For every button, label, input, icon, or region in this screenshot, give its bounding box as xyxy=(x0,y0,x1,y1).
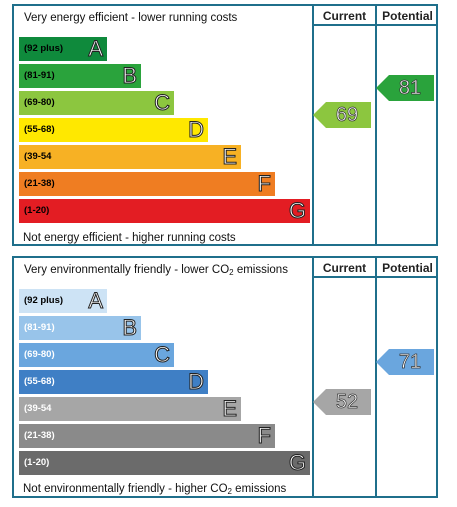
energy-potential-value: 81 xyxy=(398,77,422,100)
band-letter: C xyxy=(154,90,171,116)
band-range: (92 plus) xyxy=(24,295,64,306)
band-letter: B xyxy=(122,63,138,89)
env-band-b: (81-91) B xyxy=(19,315,141,341)
energy-current-indicator: 69 xyxy=(313,102,373,128)
env-band-d: (55-68) D xyxy=(19,369,208,395)
energy-bottom-label: Not energy efficient - higher running co… xyxy=(23,232,236,244)
env-top-label-tail: emissions xyxy=(233,264,288,276)
band-letter: F xyxy=(257,423,271,449)
band-letter: E xyxy=(222,144,238,170)
band-range: (39-54 xyxy=(24,151,52,162)
band-range: (92 plus) xyxy=(24,43,64,54)
band-range: (21-38) xyxy=(24,430,55,441)
energy-potential-header: Potential xyxy=(382,9,433,23)
energy-current-header: Current xyxy=(322,9,367,23)
potential-arrow-shape xyxy=(376,349,434,375)
env-bottom-label-tail: emissions xyxy=(231,483,287,495)
band-range: (81-91) xyxy=(24,322,55,333)
energy-band-c: (69-80) C xyxy=(19,90,174,116)
band-range: (69-80) xyxy=(24,349,55,360)
env-top-label-sub: 2 xyxy=(229,268,234,277)
env-band-c: (69-80) C xyxy=(19,342,174,368)
current-arrow-shape xyxy=(313,102,371,128)
env-band-a: (92 plus) A xyxy=(19,288,107,314)
env-band-e: (39-54 E xyxy=(19,396,241,422)
band-range: (21-38) xyxy=(24,178,55,189)
env-bottom-label: Not environmentally friendly - higher CO… xyxy=(23,483,286,496)
env-potential-indicator: 71 xyxy=(376,349,436,375)
env-band-g: (1-20) G xyxy=(19,450,310,476)
energy-current-value: 69 xyxy=(335,104,359,127)
environmental-impact-panel: Current Potential Very environmentally f… xyxy=(12,256,438,498)
band-letter: D xyxy=(188,117,205,143)
energy-top-label: Very energy efficient - lower running co… xyxy=(24,12,238,24)
band-range: (39-54 xyxy=(24,403,52,414)
band-range: (1-20) xyxy=(24,205,50,216)
env-potential-header: Potential xyxy=(382,261,433,275)
band-range: (1-20) xyxy=(24,457,50,468)
band-letter: B xyxy=(122,315,138,341)
band-letter: A xyxy=(88,288,104,314)
env-bottom-label-sub: 2 xyxy=(227,487,232,496)
energy-band-d: (55-68) D xyxy=(19,117,208,143)
band-letter: F xyxy=(257,171,271,197)
band-range: (81-91) xyxy=(24,70,55,81)
band-letter: D xyxy=(188,369,205,395)
potential-arrow-shape xyxy=(376,75,434,101)
current-arrow-shape xyxy=(313,389,371,415)
env-bottom-label-text: Not environmentally friendly - higher CO xyxy=(23,483,228,495)
env-band-f: (21-38) F xyxy=(19,423,275,449)
band-letter: C xyxy=(154,342,171,368)
energy-rating-panel: Current Potential Very energy efficient … xyxy=(12,4,438,246)
env-current-indicator: 52 xyxy=(313,389,373,415)
band-range: (55-68) xyxy=(24,124,55,135)
band-range: (69-80) xyxy=(24,97,55,108)
band-letter: G xyxy=(288,450,306,476)
band-letter: A xyxy=(88,36,104,62)
env-current-header: Current xyxy=(322,261,367,275)
env-top-label: Very environmentally friendly - lower CO… xyxy=(24,264,288,277)
env-current-value: 52 xyxy=(335,391,359,414)
energy-band-e: (39-54 E xyxy=(19,144,241,170)
env-potential-value: 71 xyxy=(398,351,422,374)
energy-band-b: (81-91) B xyxy=(19,63,141,89)
env-top-label-text: Very environmentally friendly - lower CO xyxy=(24,264,230,276)
energy-band-f: (21-38) F xyxy=(19,171,275,197)
energy-potential-indicator: 81 xyxy=(376,75,436,101)
band-letter: G xyxy=(288,198,306,224)
band-letter: E xyxy=(222,396,238,422)
energy-band-g: (1-20) G xyxy=(19,198,310,224)
band-range: (55-68) xyxy=(24,376,55,387)
energy-band-a: (92 plus) A xyxy=(19,36,107,62)
